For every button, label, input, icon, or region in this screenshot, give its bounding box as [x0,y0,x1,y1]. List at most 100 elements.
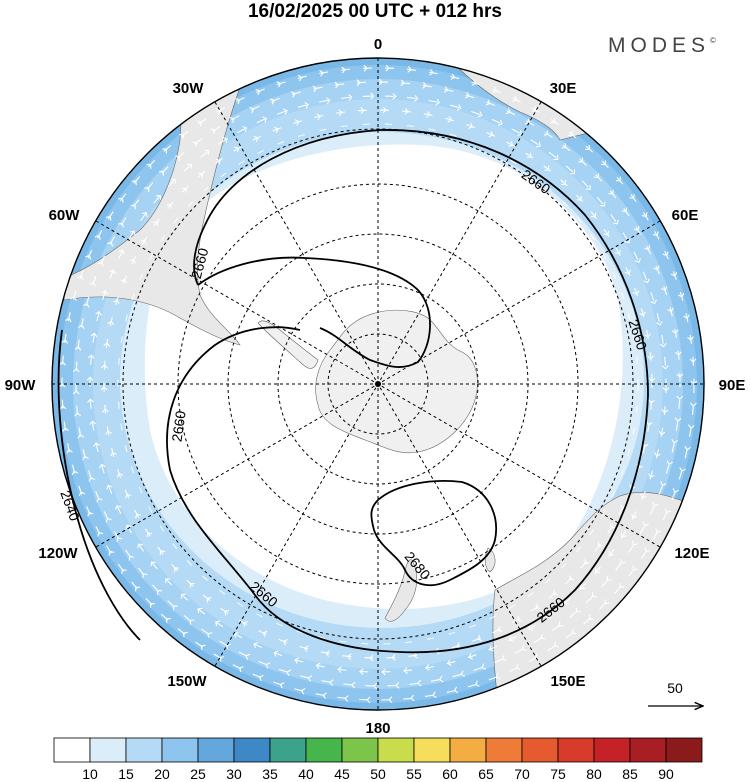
wind-arrowhead [200,644,206,651]
wind-arrowhead [624,238,631,244]
antarctic-peninsula [257,320,319,369]
wind-arrowhead [325,650,331,657]
wind-arrowhead [613,219,619,225]
wind-arrowhead [226,643,231,650]
south-pole-marker [375,381,381,387]
wind-arrowhead [477,634,483,642]
wind-arrowhead [98,463,106,469]
wind-arrowhead [131,180,137,186]
wind-arrowhead [130,204,136,210]
wind-arrowhead [447,116,453,123]
wind-arrowhead [661,409,669,414]
wind-arrowhead [262,116,268,123]
wind-arrowhead [684,445,691,451]
wind-arrowhead [632,290,640,296]
wind-arrowhead [388,696,393,704]
wind-arrowhead [61,339,69,344]
wind-arrowhead [129,258,136,264]
colorbar-tick-label: 35 [262,766,278,782]
wind-arrowhead [338,109,343,117]
wind-arrowhead [592,592,597,598]
wind-arrowhead [644,245,651,251]
wind-arrowhead [656,321,663,326]
wind-arrowhead [647,355,654,360]
wind-arrowhead [121,569,127,574]
colorbar-tick-label: 50 [370,766,386,782]
wind-arrowhead [535,653,541,660]
wind-arrowhead [189,583,195,588]
wind-arrowhead [96,497,103,503]
wind-arrowhead [215,620,221,627]
wind-arrowhead [683,314,690,320]
wind-arrowhead [74,412,82,417]
wind-arrowhead [662,365,669,370]
wind-arrowhead [206,597,212,603]
wind-arrowhead [639,311,646,317]
colorbar-tick-label: 45 [334,766,350,782]
wind-arrowhead [453,686,459,694]
wind-arrowhead [356,79,361,87]
wind-arrowhead [652,231,659,237]
wind-arrowhead [392,92,397,100]
colorbar-swatch [593,737,631,763]
wind-arrowhead [621,207,628,213]
wind-arrowhead [72,368,80,373]
wind-arrowhead [553,154,559,161]
wind-arrowhead [316,113,321,121]
meridian-label-60w: 60W [49,207,81,224]
colorbar-tick-label: 40 [298,766,314,782]
wind-arrowhead [653,265,660,271]
wind-arrowhead [290,91,296,98]
wind-arrowhead [535,141,541,148]
wind-arrowhead [334,81,339,89]
wind-arrowhead [300,687,306,695]
wind-arrowhead [544,165,550,171]
wind-arrowhead [604,599,610,605]
wind-arrowheads [58,64,698,704]
wind-arrowhead [253,135,259,142]
wind-arrowhead [77,434,85,439]
wind-arrowhead [631,513,638,519]
wind-arrowhead [508,635,514,643]
wind-arrowhead [640,493,647,499]
wind-arrowhead [676,373,684,378]
wind-arrowhead [644,547,651,553]
wind-arrowhead [624,269,631,275]
wind-arrowhead [166,618,171,624]
wind-arrowhead [608,189,614,195]
wind-arrowhead [606,576,612,581]
wind-arrowhead [363,64,368,72]
wind-arrowhead [413,95,419,102]
wind-arrowhead [546,612,552,619]
wind-arrowhead [113,299,120,305]
wind-arrowhead [219,656,225,662]
wind-arrowhead [674,351,682,356]
wind-arrowhead [101,364,108,369]
wind-arrowhead [87,511,94,517]
wind-arrowhead [58,383,66,388]
wind-arrowhead [66,448,73,454]
wind-arrowhead [540,633,546,640]
wind-arrowhead [170,178,176,184]
wind-arrowhead [585,144,590,150]
wind-arrowhead [82,302,90,308]
wind-arrowhead [417,679,422,687]
wind-arrowhead [238,666,244,673]
wind-arrowhead [644,333,651,338]
wind-arrowhead [629,194,635,199]
meridian-label-180: 180 [365,720,390,737]
wind-arrowhead [404,107,409,115]
wind-arrowhead [543,130,549,136]
colorbar-swatch [449,737,487,763]
wind-arrowhead [481,663,487,670]
wind-arrowhead [359,668,364,676]
wind-arrowhead [106,484,113,490]
wind-arrowhead [93,442,100,447]
meridian-label-150e: 150E [550,673,585,690]
wind-arrowhead [187,163,193,169]
wind-arrowhead [671,438,679,444]
wind-arrowhead [370,92,375,100]
wind-arrowhead [597,541,604,547]
wind-arrowhead [322,692,327,699]
colorbar-swatch [161,737,199,763]
